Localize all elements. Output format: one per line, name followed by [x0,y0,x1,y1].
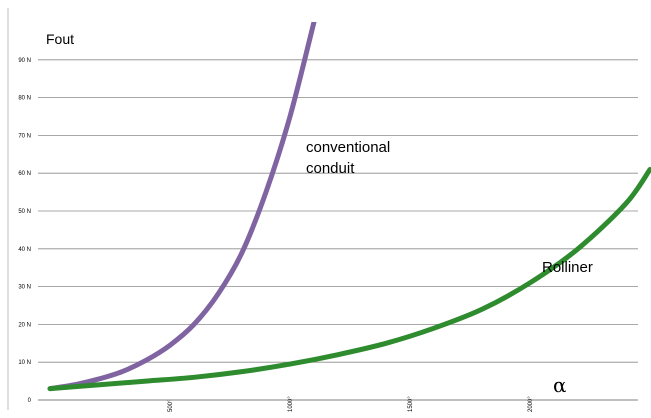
y-tick-label: 80 N [18,96,31,102]
gridlines [38,59,638,363]
y-tick-label: 50 N [18,209,31,215]
series-line-conventional-conduit [47,22,317,392]
y-tick-label: 10 N [18,360,31,366]
x-tick-labels: 500° 1000° 1500° 2000° [168,396,534,412]
y-tick-label: 20 N [18,322,31,328]
series-label-conventional-conduit-line1: conventional [306,139,390,156]
y-tick-label: 0 [28,398,32,404]
y-tick-labels: 0 10 N 20 N 30 N 40 N 50 N 60 N 70 N 80 N 90 N [18,58,31,404]
series-label-rolliner: Rolliner [542,259,593,276]
series-lines [47,22,651,392]
series-label-conventional-conduit-line2: conduit [306,160,355,177]
x-tick-label: 2000° [528,396,534,412]
series-line-rolliner [47,166,651,392]
y-tick-label: 70 N [18,133,31,139]
y-tick-label: 30 N [18,285,31,291]
x-tick-label: 500° [168,399,174,412]
y-tick-label: 40 N [18,247,31,253]
plot-area [38,22,638,399]
x-tick-label: 1500° [408,396,414,412]
y-axis-label: Fout [46,31,74,47]
y-tick-label: 90 N [18,58,31,64]
y-tick-label: 60 N [18,171,31,177]
x-axis-label: α [553,373,567,397]
x-tick-label: 1000° [288,396,294,412]
